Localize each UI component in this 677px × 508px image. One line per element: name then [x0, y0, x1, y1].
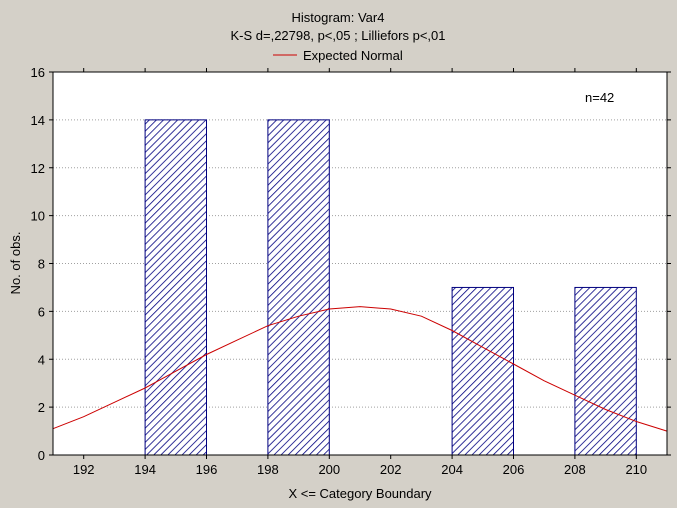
y-tick-label: 4 [38, 352, 45, 367]
x-tick-label: 198 [257, 462, 279, 477]
x-tick-label: 196 [196, 462, 218, 477]
x-tick-label: 210 [625, 462, 647, 477]
y-tick-label: 10 [31, 209, 45, 224]
y-tick-label: 0 [38, 448, 45, 463]
chart-subtitle: K-S d=,22798, p<,05 ; Lilliefors p<,01 [230, 28, 445, 43]
expected-normal-curve [52, 306, 668, 432]
bar-0 [144, 119, 208, 456]
legend: Expected Normal [273, 48, 403, 63]
y-axis-label: No. of obs. [8, 232, 23, 295]
x-tick-label: 204 [441, 462, 463, 477]
x-tick-label: 208 [564, 462, 586, 477]
legend-label: Expected Normal [303, 48, 403, 63]
x-tick-label: 206 [503, 462, 525, 477]
y-tick-label: 8 [38, 257, 45, 272]
y-tick-label: 6 [38, 304, 45, 319]
x-axis: 192 194 196 198 200 202 204 206 208 210 [73, 68, 647, 477]
y-axis: 0 2 4 6 8 10 12 14 16 [31, 65, 671, 463]
bar-2 [451, 286, 515, 456]
chart-title: Histogram: Var4 [292, 10, 385, 25]
bar-3 [574, 286, 637, 456]
y-tick-label: 14 [31, 113, 45, 128]
bar-1 [267, 119, 330, 456]
y-tick-label: 16 [31, 65, 45, 80]
x-tick-label: 200 [318, 462, 340, 477]
x-tick-label: 192 [73, 462, 95, 477]
x-axis-label: X <= Category Boundary [288, 486, 432, 501]
annotation-n: n=42 [585, 90, 614, 105]
bars [144, 119, 637, 456]
x-tick-label: 202 [380, 462, 402, 477]
y-tick-label: 12 [31, 161, 45, 176]
x-tick-label: 194 [134, 462, 156, 477]
y-tick-label: 2 [38, 400, 45, 415]
